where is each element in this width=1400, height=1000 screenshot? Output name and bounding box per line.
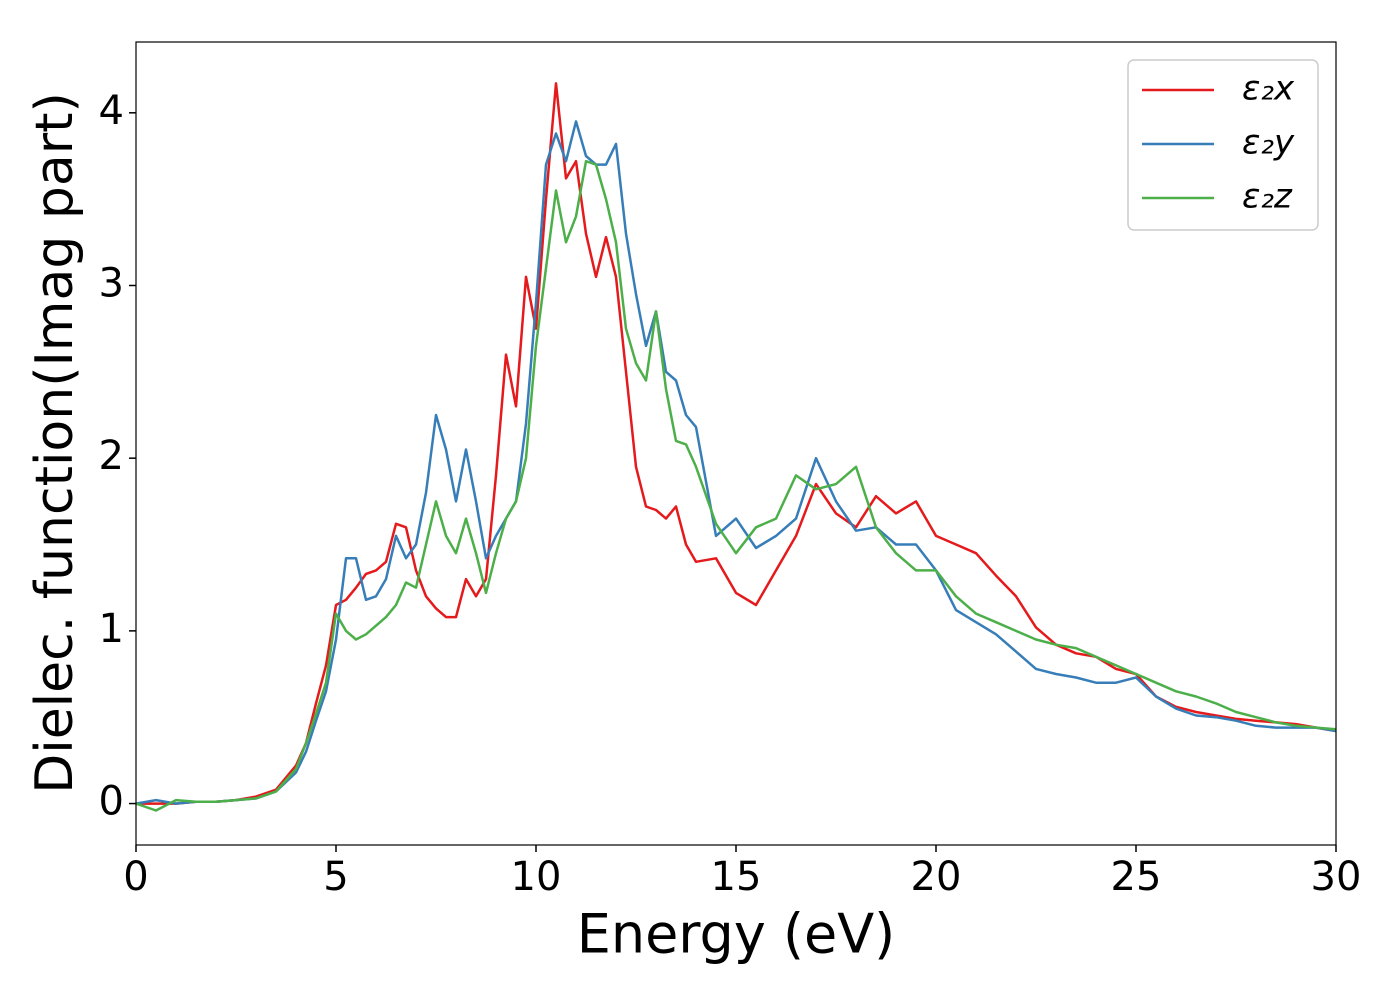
y-axis-label: Dielec. function(Imag part) <box>25 92 85 794</box>
legend-label: ε₂x <box>1242 69 1295 109</box>
x-tick-label: 30 <box>1311 854 1362 900</box>
x-tick-label: 5 <box>323 854 348 900</box>
series-line <box>136 82 1337 805</box>
series-line <box>135 159 1337 812</box>
plot-frame <box>135 41 1337 846</box>
legend: ε₂x ε₂y ε₂z <box>1127 59 1319 231</box>
y-tick-label: 1 <box>99 606 124 652</box>
series-line <box>135 120 1337 805</box>
legend-label: ε₂y <box>1242 123 1295 163</box>
legend-box <box>1127 59 1319 231</box>
y-tick-label: 3 <box>99 260 124 306</box>
x-tick-label: 25 <box>1111 854 1162 900</box>
x-axis-label: Energy (eV) <box>577 903 896 966</box>
x-tick-label: 15 <box>711 854 762 900</box>
y-tick-label: 0 <box>99 779 124 825</box>
x-tick-label: 20 <box>911 854 962 900</box>
x-tick-label: 0 <box>123 854 148 900</box>
legend-label: ε₂z <box>1242 177 1293 217</box>
x-tick-label: 10 <box>511 854 562 900</box>
y-tick-label: 4 <box>99 88 124 134</box>
y-tick-label: 2 <box>99 433 124 479</box>
